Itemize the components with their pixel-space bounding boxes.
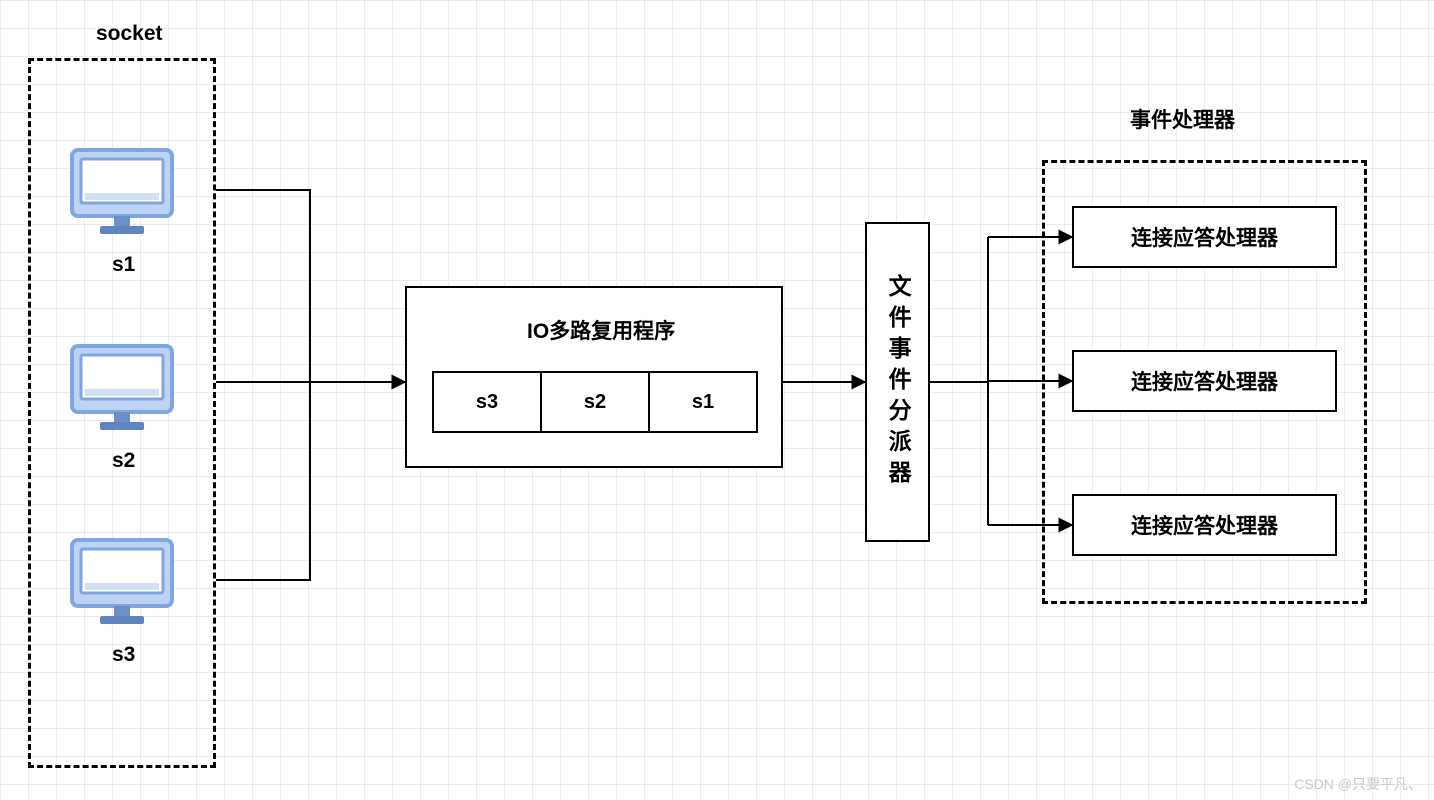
edge-socket-bus [216,190,310,580]
socket-label-s2: s2 [112,449,135,473]
dispatcher-label: 文件事件分派器 [867,224,928,540]
handler-label-1: 连接应答处理器 [1074,352,1335,410]
socket-label-s3: s3 [112,643,135,667]
io-mux-queue: s3 s2 s1 [432,371,758,433]
socket-group-title: socket [96,22,163,46]
handler-box-1: 连接应答处理器 [1072,350,1337,412]
dispatcher-box: 文件事件分派器 [865,222,930,542]
handler-label-0: 连接应答处理器 [1074,208,1335,266]
handlers-group-title: 事件处理器 [1130,104,1235,134]
handler-box-2: 连接应答处理器 [1072,494,1337,556]
io-mux-title: IO多路复用程序 [527,315,675,345]
watermark: CSDN @只要平凡、 [1294,774,1422,794]
queue-cell-1: s2 [540,371,650,433]
queue-cell-0: s3 [432,371,542,433]
handler-label-2: 连接应答处理器 [1074,496,1335,554]
diagram-canvas: socket s1 s2 s3 IO多路复用程序 s3 s2 s1 文件事件分派… [0,0,1434,800]
queue-cell-2: s1 [648,371,758,433]
socket-label-s1: s1 [112,253,135,277]
handler-box-0: 连接应答处理器 [1072,206,1337,268]
